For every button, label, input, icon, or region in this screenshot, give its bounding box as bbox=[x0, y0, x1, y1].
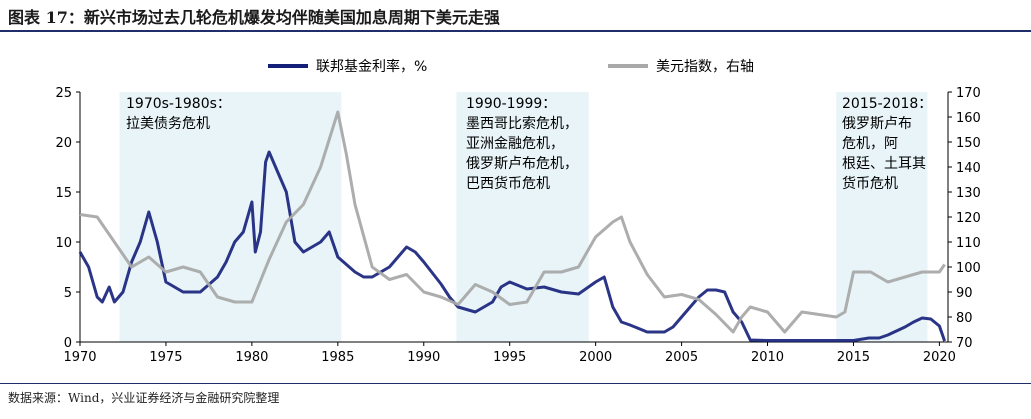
y-right-tick-label: 100 bbox=[956, 261, 981, 276]
x-tick-label: 1985 bbox=[321, 350, 354, 365]
y-right-tick-label: 160 bbox=[956, 111, 981, 126]
annotation-0-line: 1970s-1980s： bbox=[126, 96, 231, 112]
series-line-0 bbox=[78, 150, 947, 342]
legend-label-1: 美元指数，右轴 bbox=[656, 59, 754, 75]
annotation-1-line: 俄罗斯卢布危机， bbox=[466, 156, 578, 172]
chart-svg: 0 5 10 15 20 25 70 80 90 100 110 120 130 140 150 160 170… bbox=[55, 58, 981, 365]
y-right-tick-label: 140 bbox=[956, 161, 981, 176]
annotation-2-line: 货币危机 bbox=[842, 175, 898, 192]
annotation-2-line: 危机，阿 bbox=[842, 136, 898, 152]
y-left-tick-label: 10 bbox=[55, 236, 72, 251]
y-left-tick-label: 15 bbox=[55, 186, 72, 201]
legend-label-0: 联邦基金利率，% bbox=[316, 58, 427, 75]
annotation-1-line: 1990-1999： bbox=[466, 96, 556, 112]
annotation-1-line: 亚洲金融危机， bbox=[466, 136, 564, 152]
y-right-tick-label: 120 bbox=[956, 211, 981, 226]
x-tick-label: 2020 bbox=[923, 350, 956, 365]
x-tick-label: 1975 bbox=[149, 350, 182, 365]
y-left-tick-label: 0 bbox=[64, 336, 72, 351]
y-right-tick-label: 70 bbox=[956, 336, 973, 351]
x-tick-label: 1995 bbox=[493, 350, 526, 365]
series-line-1 bbox=[79, 110, 946, 334]
chart-title: 图表 17：新兴市场过去几轮危机爆发均伴随美国加息周期下美元走强 bbox=[8, 8, 500, 27]
y-right-tick-label: 80 bbox=[956, 311, 973, 326]
annotation-2-line: 俄罗斯卢布 bbox=[842, 116, 912, 132]
x-tick-label: 2015 bbox=[837, 350, 870, 365]
annotation-2-line: 根廷、土耳其 bbox=[842, 156, 926, 172]
annotation-1-line: 巴西货币危机 bbox=[466, 175, 550, 192]
y-right-tick-label: 90 bbox=[956, 286, 973, 301]
x-tick-label: 1980 bbox=[235, 350, 268, 365]
annotation-2-line: 2015-2018： bbox=[842, 96, 932, 112]
x-tick-label: 1990 bbox=[407, 350, 440, 365]
y-left-tick-label: 20 bbox=[55, 136, 72, 151]
source-note: 数据来源：Wind，兴业证券经济与金融研究院整理 bbox=[8, 391, 280, 405]
crisis-shade-1 bbox=[456, 92, 589, 342]
y-right-tick-label: 130 bbox=[956, 186, 981, 201]
crisis-shade-2 bbox=[836, 92, 928, 342]
title-rule bbox=[0, 30, 1031, 32]
x-tick-label: 2000 bbox=[579, 350, 612, 365]
x-tick-label: 2005 bbox=[665, 350, 698, 365]
x-tick-label: 2010 bbox=[751, 350, 784, 365]
annotation-0-line: 拉美债务危机 bbox=[126, 116, 210, 132]
source-rule bbox=[0, 383, 1031, 384]
y-right-tick-label: 110 bbox=[956, 236, 981, 251]
annotation-1-line: 墨西哥比索危机， bbox=[466, 115, 578, 132]
y-right-tick-label: 170 bbox=[956, 86, 981, 101]
y-right-tick-label: 150 bbox=[956, 136, 981, 151]
x-tick-label: 1970 bbox=[63, 350, 96, 365]
y-left-tick-label: 25 bbox=[55, 86, 72, 101]
y-left-tick-label: 5 bbox=[64, 286, 72, 301]
